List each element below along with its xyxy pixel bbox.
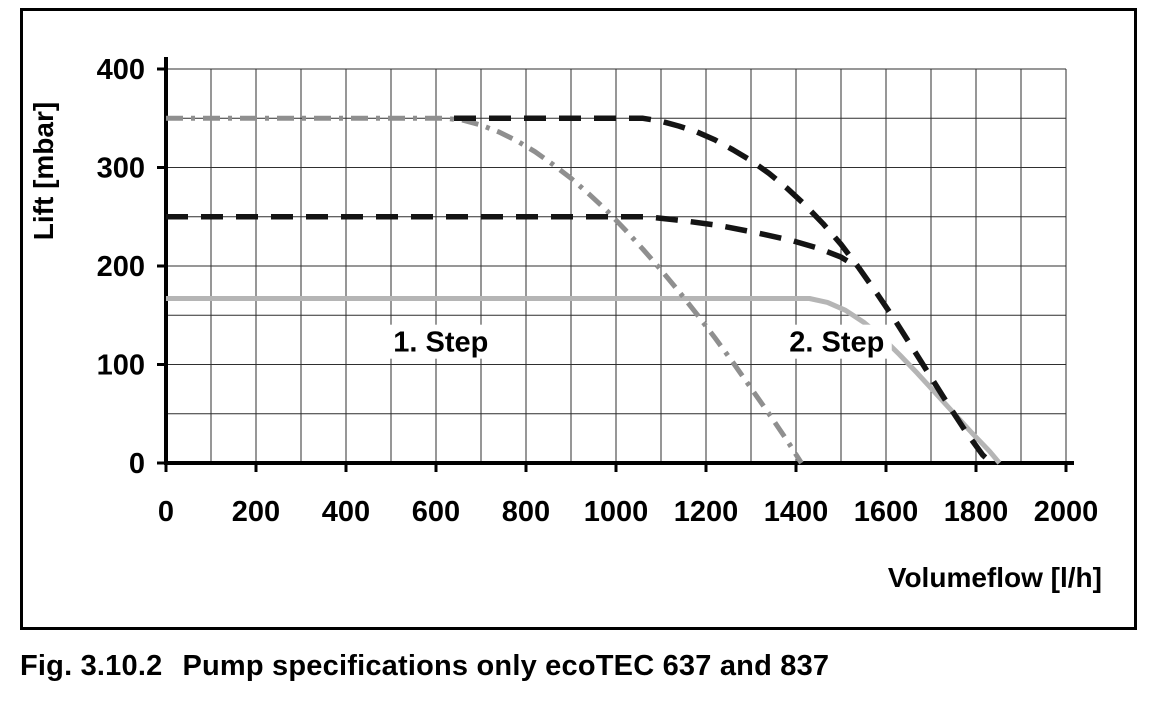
y-axis-title: Lift [mbar] <box>28 102 59 240</box>
annotation-backing <box>387 324 496 359</box>
x-tick-label: 1200 <box>674 496 739 528</box>
annotation-backing <box>783 324 892 359</box>
y-tick-label: 0 <box>129 448 145 480</box>
x-tick-label: 800 <box>502 496 550 528</box>
x-tick-label: 1600 <box>854 496 919 528</box>
figure-caption-text: Pump specifications only ecoTEC 637 and … <box>182 650 830 682</box>
annotations: 1. Step 2. Step <box>387 324 892 359</box>
y-tick-label: 400 <box>97 54 145 86</box>
x-tick-label: 200 <box>232 496 280 528</box>
x-axis-title: Volumeflow [l/h] <box>888 562 1102 593</box>
tick-marks <box>157 67 1068 472</box>
figure-frame: 0 200 400 600 800 1000 1200 1400 1600 1800 2000 0 10… <box>20 8 1137 630</box>
x-tick-label: 1800 <box>944 496 1009 528</box>
x-tick-label: 2000 <box>1034 496 1099 528</box>
x-tick-label: 1400 <box>764 496 829 528</box>
annotation-label: 1. Step <box>393 327 488 359</box>
step1-max-curve-gray-dashdot <box>166 115 804 465</box>
figure-caption-label: Fig. 3.10.2 <box>20 650 163 682</box>
step2-min-curve-black-dashed <box>166 214 861 271</box>
y-tick-label: 300 <box>97 153 145 185</box>
x-tick-label: 0 <box>158 496 174 528</box>
x-tick-label: 400 <box>322 496 370 528</box>
x-tick-label: 1000 <box>584 496 649 528</box>
x-tick-label: 600 <box>412 496 460 528</box>
y-tick-label: 200 <box>97 251 145 283</box>
figure-caption: Fig. 3.10.2 Pump specifications only ecoT… <box>20 650 829 683</box>
tick-labels: 0 200 400 600 800 1000 1200 1400 1600 1800 2000 0 10… <box>97 54 1099 528</box>
annotation-label: 2. Step <box>789 327 884 359</box>
axes <box>164 57 1074 465</box>
series-curves <box>166 115 1002 466</box>
gridlines <box>165 68 1067 464</box>
pump-limit-curve-gray-solid <box>166 296 1002 465</box>
step2-max-curve-black-dashed <box>454 115 994 466</box>
pump-chart: 0 200 400 600 800 1000 1200 1400 1600 1800 2000 0 10… <box>28 54 1102 593</box>
y-tick-label: 100 <box>97 350 145 382</box>
